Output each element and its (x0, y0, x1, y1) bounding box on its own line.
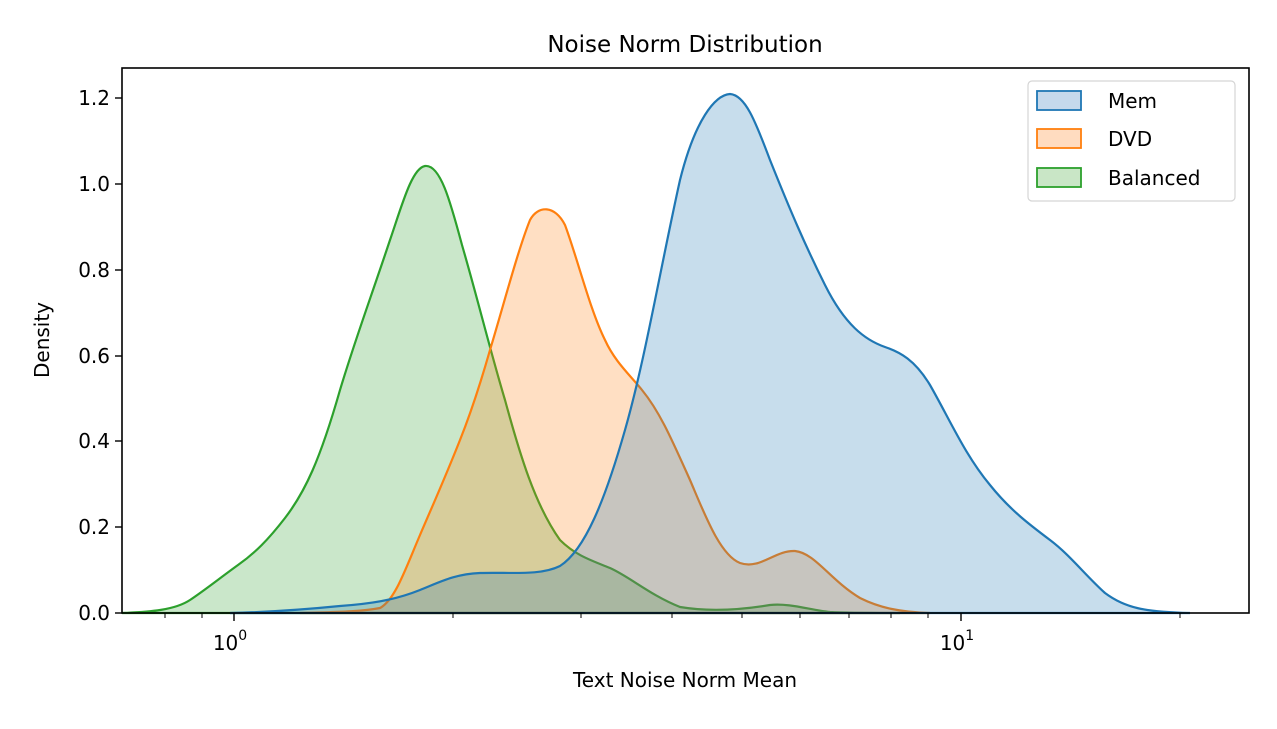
chart-title: Noise Norm Distribution (547, 32, 822, 58)
series-dvd-area (299, 208, 931, 615)
legend-item-mem: Mem (1036, 89, 1157, 113)
series-mem-area (229, 92, 1191, 615)
svg-text:Balanced: Balanced (1108, 166, 1200, 190)
axes-frame (121, 67, 1250, 614)
x-tick-label: 101 (940, 628, 974, 655)
legend-swatch-balanced (1036, 167, 1082, 188)
y-tick-label: 1.0 (78, 172, 110, 196)
y-tick-label: 0.8 (78, 258, 110, 282)
legend-swatch-dvd (1036, 128, 1082, 149)
x-axis-label: Text Noise Norm Mean (572, 668, 797, 692)
y-tick-label: 0.0 (78, 601, 110, 625)
series-balanced-area (121, 164, 901, 615)
y-axis: 0.0 0.2 0.4 0.6 0.8 1.0 1.2 Density (30, 86, 122, 625)
y-tick-label: 0.4 (78, 429, 110, 453)
legend-item-balanced: Balanced (1036, 166, 1200, 190)
plot-area (121, 92, 1191, 615)
legend-item-dvd: DVD (1036, 127, 1152, 151)
x-tick-label: 100 (213, 628, 247, 655)
y-tick-label: 0.2 (78, 515, 110, 539)
legend: Mem DVD Balanced (1027, 80, 1236, 202)
svg-text:Mem: Mem (1108, 89, 1157, 113)
svg-text:DVD: DVD (1108, 127, 1152, 151)
y-tick-label: 1.2 (78, 86, 110, 110)
x-axis: 100 101 Text Noise Norm Mean (164, 613, 1181, 692)
y-tick-label: 0.6 (78, 344, 110, 368)
legend-swatch-mem (1036, 90, 1082, 111)
y-axis-label: Density (30, 302, 54, 378)
